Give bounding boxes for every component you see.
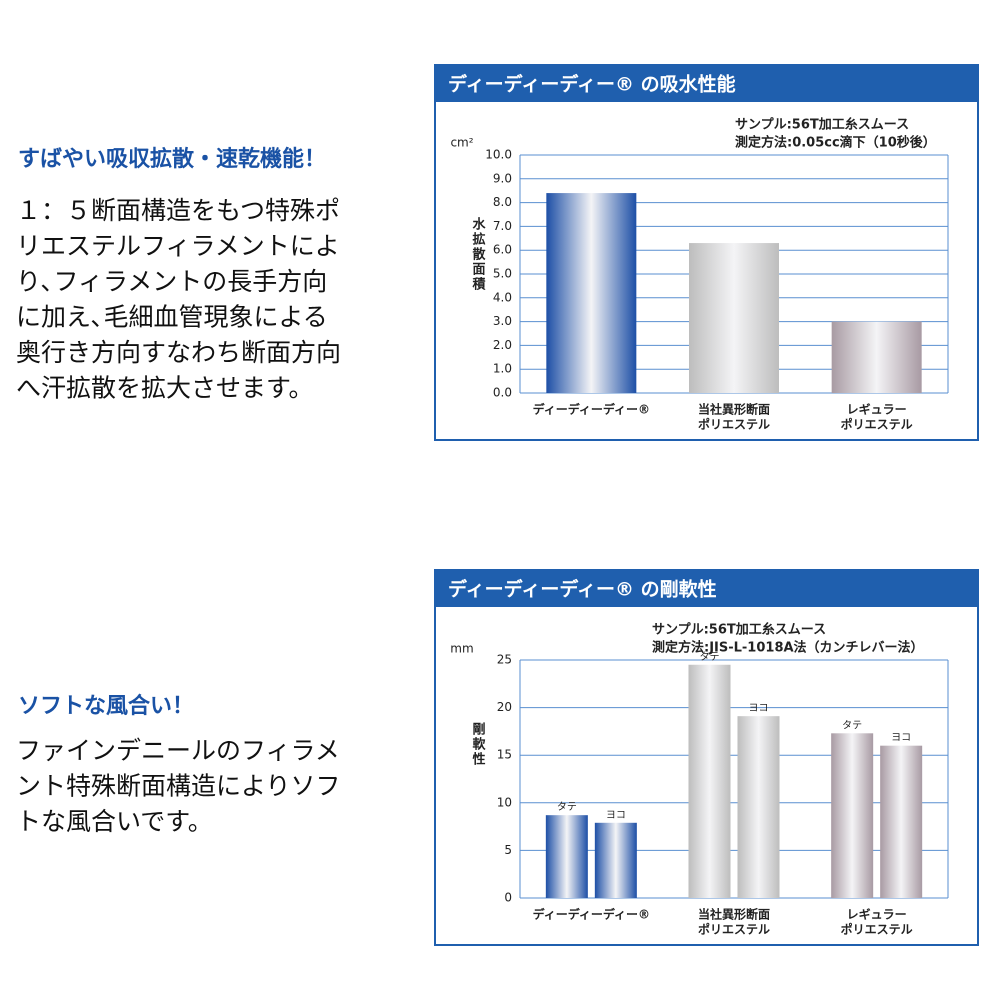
y-tick-label: 25 — [497, 653, 512, 667]
bar — [689, 243, 779, 393]
x-tick-label: 当社異形断面 — [698, 907, 770, 922]
bar — [688, 664, 731, 898]
y-tick-label: 4.0 — [493, 290, 512, 304]
y-tick-label: 0.0 — [493, 386, 512, 400]
y-tick-label: 0 — [504, 891, 512, 905]
bar — [831, 321, 922, 393]
x-tick-label: 当社異形断面 — [698, 402, 770, 417]
unit-label: cm² — [450, 136, 473, 150]
section-heading: ソフトな風合い！ — [18, 693, 194, 719]
annotation: 測定方法:0.05cc滴下（10秒後） — [735, 135, 936, 151]
y-tick-label: 7.0 — [493, 219, 512, 233]
annotation: サンプル:56T加工糸スムース — [652, 622, 826, 638]
y-tick-label: 2.0 — [493, 338, 512, 352]
y-tick-label: 15 — [497, 748, 512, 762]
series-label: ヨコ — [891, 733, 911, 744]
x-tick-label: ポリエステル — [841, 417, 913, 432]
x-tick-label: ディーディーディー® — [533, 907, 650, 922]
chart-title: ディーディーディー® の吸水性能 — [448, 73, 736, 96]
body-line: り､フィラメントの長手方向 — [16, 267, 327, 296]
annotation: サンプル:56T加工糸スムース — [735, 117, 909, 133]
series-label: タテ — [700, 651, 720, 663]
bar — [545, 815, 588, 898]
y-tick-label: 10.0 — [485, 148, 512, 162]
x-tick-label: レギュラー — [847, 907, 907, 922]
body-line: リエステルフィラメントによ — [16, 232, 340, 261]
panel-header — [435, 65, 978, 102]
panel-header — [435, 570, 978, 607]
y-tick-label: 6.0 — [493, 243, 512, 257]
unit-label: mm — [450, 642, 473, 656]
y-tick-label: 3.0 — [493, 314, 512, 328]
series-label: ヨコ — [606, 810, 626, 821]
series-label: タテ — [842, 719, 862, 731]
section-heading: すばやい吸収拡散・速乾機能！ — [18, 146, 326, 172]
x-tick-label: ポリエステル — [841, 922, 913, 937]
series-label: ヨコ — [749, 703, 769, 714]
body-line: ント特殊断面構造によりソフ — [16, 772, 341, 801]
body-line: 奥行き方向すなわち断面方向 — [16, 338, 341, 367]
body-line: に加え､毛細血管現象による — [16, 303, 328, 332]
y-tick-label: 5 — [504, 843, 512, 857]
x-tick-label: ポリエステル — [698, 922, 770, 937]
bar — [594, 822, 637, 898]
y-tick-label: 1.0 — [493, 362, 512, 376]
y-tick-label: 20 — [497, 700, 512, 714]
y-tick-label: 9.0 — [493, 171, 512, 185]
annotation: 測定方法:JIS-L-1018A法（カンチレバー法） — [652, 640, 924, 656]
body-line: へ汗拡散を拡大させます。 — [16, 374, 314, 403]
series-label: タテ — [557, 801, 577, 813]
bar — [880, 745, 923, 898]
bar — [737, 716, 780, 898]
body-line: トな風合いです。 — [16, 807, 213, 836]
y-tick-label: 8.0 — [493, 195, 512, 209]
bar — [546, 193, 637, 393]
x-tick-label: ディーディーディー® — [533, 402, 650, 417]
body-line: ファインデニールのフィラメ — [16, 736, 340, 765]
bar — [831, 733, 874, 898]
chart-title: ディーディーディー® の剛軟性 — [448, 578, 717, 601]
x-tick-label: ポリエステル — [698, 417, 770, 432]
y-axis-label: 剛軟性 — [470, 722, 486, 767]
y-tick-label: 10 — [497, 795, 512, 809]
body-line: １：５断面構造をもつ特殊ポ — [16, 196, 340, 225]
x-tick-label: レギュラー — [847, 402, 907, 417]
y-tick-label: 5.0 — [493, 267, 512, 281]
y-axis-label: 水拡散面積 — [470, 216, 487, 292]
